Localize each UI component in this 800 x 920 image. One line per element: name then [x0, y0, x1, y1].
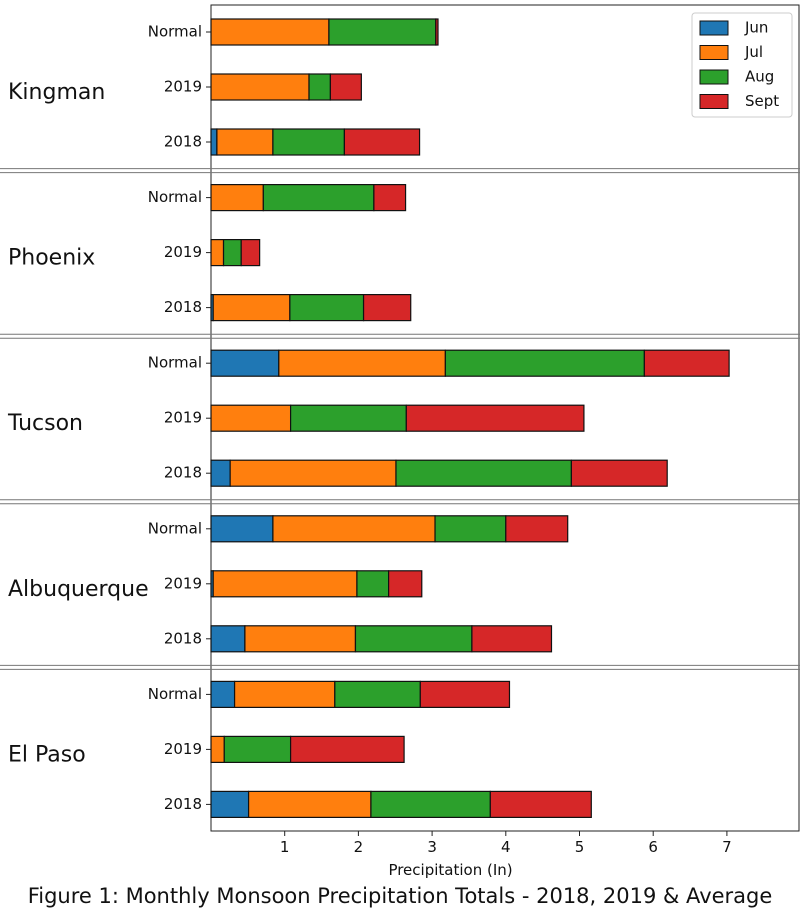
y-tick-label: 2019 [164, 78, 202, 96]
city-label: El Paso [8, 742, 86, 767]
legend-label: Aug [745, 68, 774, 86]
bar-segment-sept [405, 404, 585, 432]
legend-swatch-aug [699, 69, 729, 85]
figure-caption: Figure 1: Monthly Monsoon Precipitation … [27, 884, 773, 908]
city-label: Tucson [7, 411, 83, 436]
bar-segment-jul [272, 515, 436, 543]
bar-segment-jun [210, 625, 246, 653]
y-tick-label: Normal [148, 188, 202, 206]
x-tick-label: 7 [722, 838, 732, 856]
bar-segment-jul [212, 570, 358, 598]
bar-segment-aug [444, 349, 645, 377]
bar-segment-sept [570, 459, 668, 487]
x-tick-label: 5 [575, 838, 585, 856]
y-tick-label: Normal [148, 519, 202, 537]
bar-segment-sept [240, 239, 261, 267]
x-tick-label: 2 [354, 838, 364, 856]
bar-segment-jul [210, 239, 225, 267]
bar-segment-aug [356, 570, 390, 598]
bar-segment-aug [262, 184, 375, 212]
y-tick-label: 2018 [164, 629, 202, 647]
city-label: Phoenix [8, 246, 95, 271]
legend-label: Sept [745, 92, 779, 110]
x-tick-label: 4 [501, 838, 511, 856]
bar-segment-sept [489, 790, 592, 819]
y-tick-label: 2018 [164, 133, 202, 151]
precipitation-chart: Kingman Normal 2019 2018 Phoenix Normal 2019 20… [0, 4, 800, 879]
bar-segment-sept [505, 515, 569, 543]
bar-segment-jun [210, 459, 231, 487]
bar-segment-sept [343, 128, 421, 156]
bar-segment-jun [210, 128, 218, 156]
bar-segment-sept [373, 184, 407, 212]
legend-label: Jul [744, 43, 763, 61]
bar-segment-aug [370, 790, 491, 819]
city-label: Kingman [8, 80, 105, 105]
bar-segment-jun [210, 515, 274, 543]
bar-segment-jul [278, 349, 446, 377]
bar-segment-aug [334, 680, 421, 709]
legend-swatch-jul [699, 45, 729, 60]
bar-segment-aug [272, 128, 345, 156]
y-tick-label: 2018 [164, 795, 202, 813]
x-tick-label: 1 [280, 838, 290, 856]
y-tick-label: Normal [148, 354, 202, 372]
y-tick-label: 2018 [164, 464, 202, 482]
bar-segment-jul [216, 128, 274, 156]
bar-segment-jul [210, 18, 330, 46]
bar-segment-aug [289, 404, 407, 432]
y-tick-label: Normal [148, 685, 202, 703]
legend-label: Jun [744, 19, 768, 37]
bar-segment-aug [354, 625, 473, 653]
bar-segment-jul [244, 625, 357, 653]
y-tick-label: 2019 [164, 574, 202, 592]
bar-segment-jul [210, 735, 225, 764]
y-tick-label: 2019 [164, 243, 202, 261]
bar-segment-jul [210, 73, 310, 101]
bar-segment-aug [395, 459, 572, 487]
bar-segment-jun [210, 349, 280, 377]
y-tick-label: Normal [148, 23, 202, 41]
y-tick-label: 2019 [164, 740, 202, 758]
bar-segment-jun [210, 680, 236, 709]
y-tick-label: 2018 [164, 298, 202, 316]
bar-segment-jul [233, 680, 336, 709]
bar-segment-aug [223, 735, 292, 764]
bar-segment-jul [212, 294, 291, 322]
legend-swatch-sept [699, 94, 729, 109]
bar-segment-jul [210, 404, 292, 432]
y-tick-label: 2019 [164, 409, 202, 427]
bar-segment-sept [435, 18, 439, 46]
bar-segment-jul [229, 459, 397, 487]
bar-segment-sept [388, 570, 423, 598]
bar-segment-sept [419, 680, 511, 709]
bar-segment-aug [434, 515, 507, 543]
bar-segment-jul [247, 790, 372, 819]
city-label: Albuquerque [8, 577, 149, 602]
bar-segment-sept [471, 625, 553, 653]
bar-segment-sept [362, 294, 412, 322]
bar-segment-sept [329, 73, 362, 101]
legend-swatch-jun [699, 20, 729, 36]
bar-segment-sept [289, 735, 405, 764]
x-tick-label: 3 [427, 838, 437, 856]
bar-segment-aug [289, 294, 365, 322]
bar-segment-jul [210, 184, 264, 212]
x-axis-label: Precipitation (In) [388, 861, 512, 879]
x-tick-label: 6 [648, 838, 658, 856]
bar-segment-jun [210, 790, 250, 819]
bar-segment-sept [643, 349, 730, 377]
legend-box [691, 12, 793, 118]
bar-segment-aug [328, 18, 437, 46]
bar-segment-aug [308, 73, 331, 101]
bar-segment-aug [222, 239, 242, 267]
